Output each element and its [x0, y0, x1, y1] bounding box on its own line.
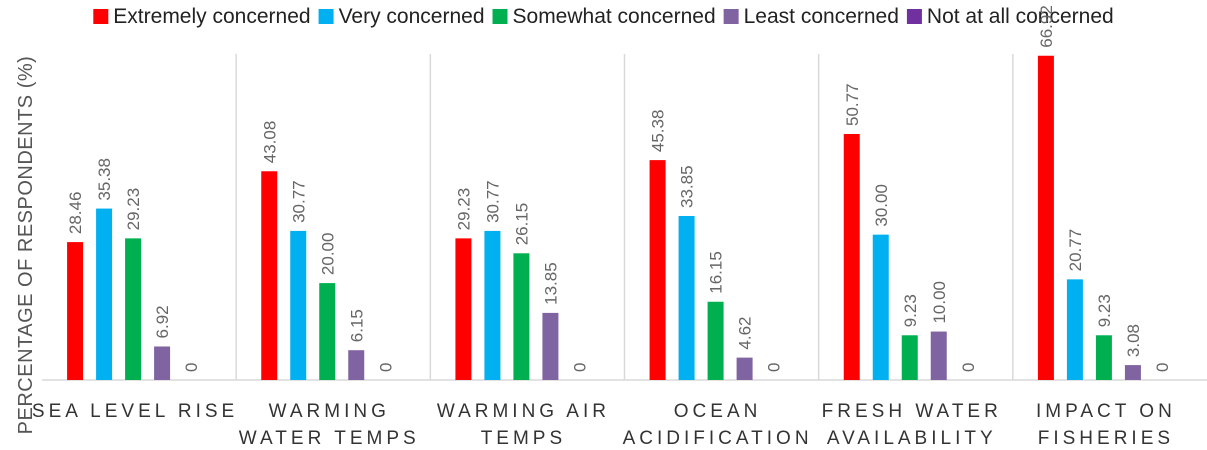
legend-label-0: Extremely concerned — [113, 5, 310, 28]
category-label-1-0: WARMING — [269, 401, 390, 422]
category-label-3-0: OCEAN — [674, 401, 762, 422]
bar-1-3 — [348, 350, 365, 380]
data-label-5-0: 66.92 — [1037, 5, 1056, 48]
legend-label-1: Very concerned — [339, 5, 485, 28]
data-label-3-4: 0 — [765, 363, 784, 372]
data-label-0-1: 35.38 — [95, 158, 114, 201]
bar-3-2 — [707, 301, 724, 380]
data-label-3-0: 45.38 — [649, 110, 668, 153]
data-label-2-2: 26.15 — [512, 203, 531, 246]
data-label-1-3: 6.15 — [347, 309, 366, 342]
bar-5-1 — [1066, 279, 1083, 380]
data-label-2-3: 13.85 — [541, 262, 560, 305]
legend-swatch-4 — [906, 9, 922, 24]
data-label-5-4: 0 — [1153, 363, 1172, 372]
bar-1-2 — [319, 283, 336, 380]
data-label-4-4: 0 — [959, 363, 978, 372]
category-label-5-1: FISHERIES — [1038, 428, 1174, 449]
bar-3-0 — [649, 160, 666, 380]
legend-swatch-3 — [723, 9, 739, 24]
data-label-1-2: 20.00 — [318, 233, 337, 276]
bar-1-1 — [290, 230, 307, 380]
data-label-2-4: 0 — [570, 363, 589, 372]
legend: Extremely concerned Very concerned Somewha… — [93, 5, 1114, 28]
category-label-0-0: SEA LEVEL RISE — [32, 401, 238, 422]
data-label-3-3: 4.62 — [736, 317, 755, 350]
data-label-2-0: 29.23 — [454, 188, 473, 231]
legend-swatch-1 — [318, 9, 334, 24]
bar-5-0 — [1037, 55, 1054, 380]
category-label-3-1: ACIDIFICATION — [623, 428, 813, 449]
category-label-5-0: IMPACT ON — [1036, 401, 1176, 422]
bar-5-2 — [1095, 335, 1112, 380]
bar-4-1 — [872, 234, 889, 380]
data-label-0-0: 28.46 — [66, 192, 85, 235]
category-label-4-0: FRESH WATER — [822, 401, 1002, 422]
legend-label-3: Least concerned — [744, 5, 899, 28]
bar-1-0 — [261, 171, 278, 380]
bar-0-2 — [125, 238, 142, 380]
category-label-2-1: TEMPS — [481, 428, 566, 449]
data-label-5-2: 9.23 — [1095, 294, 1114, 327]
data-label-1-1: 30.77 — [289, 180, 308, 223]
category-label-4-1: AVAILABILITY — [827, 428, 997, 449]
bar-4-2 — [901, 335, 918, 380]
bar-0-1 — [96, 208, 113, 380]
bar-2-3 — [542, 312, 559, 380]
category-label-1-1: WATER TEMPS — [239, 428, 420, 449]
plot-area: 28.46 35.38 29.23 6.92 0 SEA LEVEL RISE 43.08 3… — [32, 5, 1207, 449]
data-label-4-1: 30.00 — [872, 184, 891, 227]
bar-3-1 — [678, 215, 695, 380]
data-label-5-1: 20.77 — [1066, 229, 1085, 272]
data-label-1-4: 0 — [376, 363, 395, 372]
legend-label-2: Somewhat concerned — [513, 5, 716, 28]
legend-swatch-2 — [492, 9, 508, 24]
legend-swatch-0 — [93, 9, 109, 24]
bar-3-3 — [736, 357, 753, 380]
data-label-0-3: 6.92 — [153, 305, 172, 338]
data-label-1-0: 43.08 — [260, 121, 279, 164]
bar-2-2 — [513, 253, 530, 380]
bar-2-0 — [455, 238, 472, 380]
data-label-4-3: 10.00 — [930, 281, 949, 324]
data-label-5-3: 3.08 — [1124, 324, 1143, 357]
bar-4-0 — [843, 134, 860, 380]
data-label-2-1: 30.77 — [483, 180, 502, 223]
data-label-3-2: 16.15 — [707, 251, 726, 294]
category-label-2-0: WARMING AIR — [437, 401, 610, 422]
y-axis-label: PERCENTAGE OF RESPONDENTS (%) — [15, 56, 37, 435]
bar-5-3 — [1124, 365, 1141, 380]
data-label-0-2: 29.23 — [124, 188, 143, 231]
data-label-4-0: 50.77 — [843, 83, 862, 126]
bar-0-0 — [67, 242, 84, 380]
bar-0-3 — [154, 346, 171, 380]
legend-label-4: Not at all concerned — [927, 5, 1114, 28]
data-label-3-1: 33.85 — [678, 165, 697, 208]
bar-2-1 — [484, 230, 501, 380]
data-label-0-4: 0 — [182, 363, 201, 372]
data-label-4-2: 9.23 — [901, 294, 920, 327]
bar-4-3 — [930, 331, 947, 380]
